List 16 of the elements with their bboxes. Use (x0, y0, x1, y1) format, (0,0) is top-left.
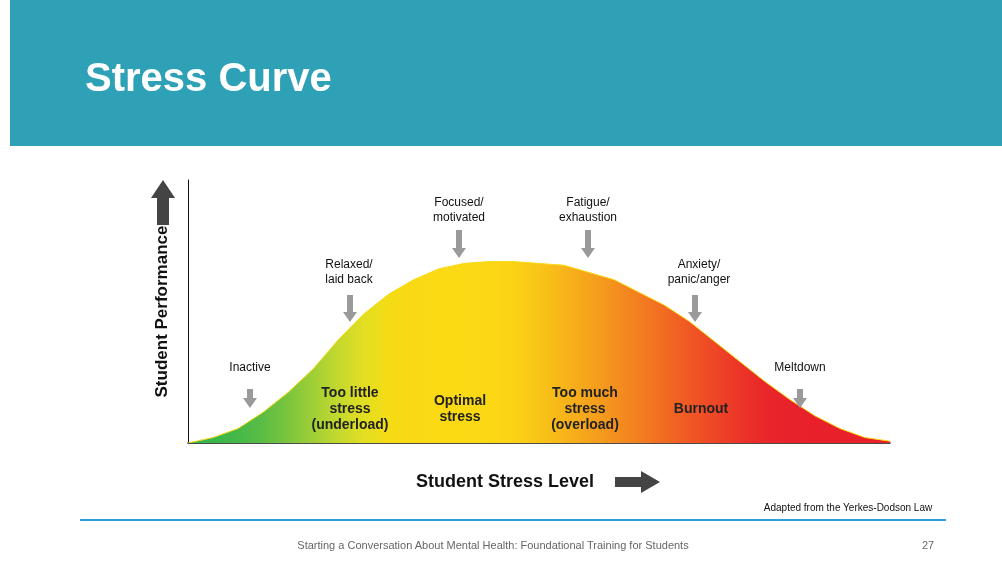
annotation: Inactive (229, 360, 271, 374)
text: Focused/ motivated (432, 194, 486, 224)
chart-title: Stress Curve (85, 55, 332, 99)
annotation: Meltdown (774, 360, 826, 374)
annotation: Burnout (673, 400, 729, 416)
annotation: Too much stress (overload) (551, 384, 619, 432)
text: 27 (921, 539, 935, 551)
annotation: Optimal stress (433, 392, 487, 424)
annotation: Anxiety/ panic/anger (667, 256, 731, 286)
x-axis-title: Student Stress Level (415, 471, 595, 491)
annotation: Relaxed/ laid back (325, 256, 374, 286)
y-axis-title: Student Performance (152, 225, 171, 398)
text: Fatigue/ exhaustion (558, 194, 618, 224)
text: Starting a Conversation About Mental Health: Foundational Training for Students (297, 539, 690, 551)
annotation: Too little stress (underload) (311, 384, 389, 432)
text: Adapted from the Yerkes-Dodson Law (763, 501, 933, 513)
